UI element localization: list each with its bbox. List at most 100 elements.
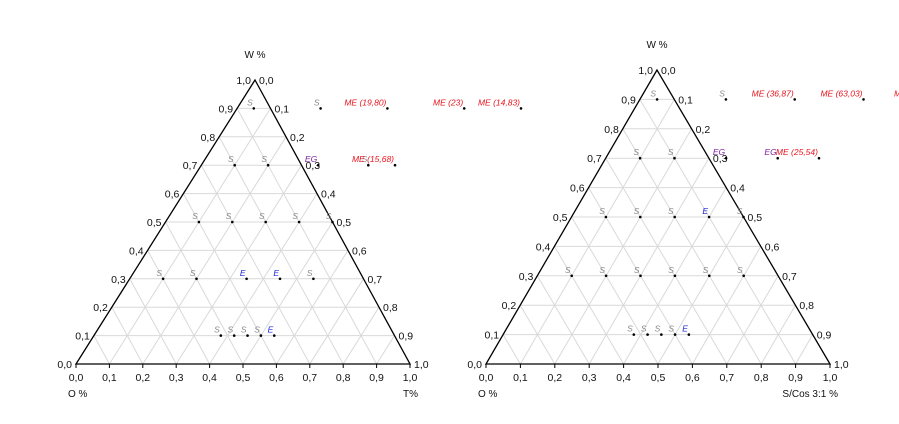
data-point (272, 334, 276, 337)
data-point (655, 98, 659, 101)
grid-line (536, 275, 590, 365)
data-points: S S S S ES S E E SS S S S SS S EG SME (15,68)S S ME (19,8… (156, 97, 523, 337)
data-point-label: S (292, 211, 298, 221)
bottom-tick-label: 0,1 (513, 372, 528, 384)
bottom-tick-label: 0,2 (547, 372, 562, 384)
bottom-tick-label: 0,7 (719, 372, 734, 384)
left-tick-label: 0,7 (587, 153, 602, 165)
data-point (259, 334, 263, 337)
data-point-label: S (362, 154, 368, 164)
grid-line (571, 216, 659, 365)
bottom-tick-label: 0,0 (69, 372, 84, 384)
left-tick-label: 0,8 (604, 124, 619, 136)
data-point-label: ME (21,4) (894, 88, 899, 98)
data-point-label: S (228, 325, 234, 335)
grid-line (93, 335, 110, 365)
data-point-label: S (247, 97, 253, 107)
data-point-label: S (156, 268, 162, 278)
grid-line (342, 306, 380, 365)
data-point-label: S (326, 211, 332, 221)
data-point (673, 215, 676, 219)
data-point-label: S (214, 325, 220, 335)
data-point-label: S (254, 325, 260, 335)
data-points: S S S S ES S S S S SS S S E SS S EG EG ME (25,54)S S ME (36… (565, 88, 899, 336)
data-point (319, 107, 322, 110)
data-point-label: S (668, 265, 674, 275)
data-point-label: S (241, 325, 247, 335)
data-point-label: S (261, 154, 267, 164)
data-point (673, 274, 677, 278)
data-point-label: S (192, 211, 198, 221)
axis-titles: W % O % S/Cos 3:1 % (478, 40, 838, 400)
right-tick-label: 0,0 (259, 75, 274, 87)
data-point (793, 98, 796, 101)
left-tick-label: 0,6 (165, 189, 180, 201)
data-point-label: S (737, 265, 743, 275)
right-tick-label: 0,7 (782, 271, 797, 283)
data-point (278, 277, 282, 281)
grid-line (129, 278, 177, 365)
right-tick-label: 0,1 (275, 103, 290, 115)
left-tick-label: 0,4 (129, 245, 144, 257)
bottom-tick-label: 0,6 (269, 372, 284, 384)
bottom-tick-label: 0,3 (169, 372, 184, 384)
right-tick-label: 0,9 (817, 330, 832, 342)
data-point (232, 334, 236, 337)
bottom-tick-label: 1,0 (403, 372, 418, 384)
grid-line (519, 304, 556, 365)
right-tick-label: 0,7 (368, 274, 383, 286)
data-point-label: S (650, 88, 656, 98)
right-tick-label: 0,6 (352, 245, 367, 257)
data-point (724, 98, 728, 101)
bottom-tick-label: 0,8 (336, 372, 351, 384)
grid-line (309, 278, 364, 365)
data-point-label: S (668, 206, 674, 216)
data-point-label: S (627, 324, 633, 334)
grid-line (275, 250, 349, 365)
left-tick-label: 0,8 (201, 132, 216, 144)
data-point-label: E (240, 268, 246, 278)
grid-line (502, 334, 521, 365)
data-point-label: ME (19,80) (344, 97, 386, 107)
grid-line (519, 99, 675, 365)
right-tick-label: 1,0 (834, 359, 849, 371)
right-axis-title: S/Cos 3:1 % (782, 389, 838, 400)
right-tick-label: 0,9 (399, 331, 414, 343)
data-point (646, 333, 649, 336)
data-point (219, 334, 223, 337)
bottom-tick-label: 0,0 (479, 372, 494, 384)
left-tick-label: 1,0 (236, 75, 251, 87)
right-tick-label: 0,0 (661, 65, 676, 77)
data-point-label: S (703, 265, 709, 275)
data-point (462, 107, 466, 110)
data-point-label: EG (764, 147, 777, 157)
data-point-label: S (737, 206, 743, 216)
left-tick-label: 0,1 (484, 330, 499, 342)
data-point-label: S (190, 268, 196, 278)
left-tick-label: 0,7 (183, 160, 198, 172)
data-point-label: S (599, 206, 605, 216)
data-point (316, 163, 320, 167)
data-point (386, 107, 389, 110)
data-point-label: ME (25,54) (776, 147, 818, 157)
data-point (331, 220, 334, 224)
right-tick-label: 1,0 (414, 359, 429, 371)
data-point (638, 156, 642, 160)
grid-line (657, 216, 744, 365)
data-point-label: S (307, 268, 313, 278)
left-tick-label: 0,3 (519, 271, 534, 283)
data-point (197, 220, 201, 224)
grid-line (376, 335, 395, 365)
left-tick-label: 0,2 (502, 300, 517, 312)
grid-line (726, 275, 779, 365)
grid-line (691, 246, 762, 365)
data-point (393, 163, 397, 167)
left-axis-title: O % (68, 389, 88, 400)
data-point-label: ME (14,83) (478, 97, 520, 107)
data-point-label: E (273, 268, 279, 278)
data-point-label: S (228, 154, 234, 164)
left-tick-label: 0,0 (467, 359, 482, 371)
data-point (707, 215, 711, 219)
data-point (367, 163, 370, 167)
data-point (266, 163, 270, 167)
